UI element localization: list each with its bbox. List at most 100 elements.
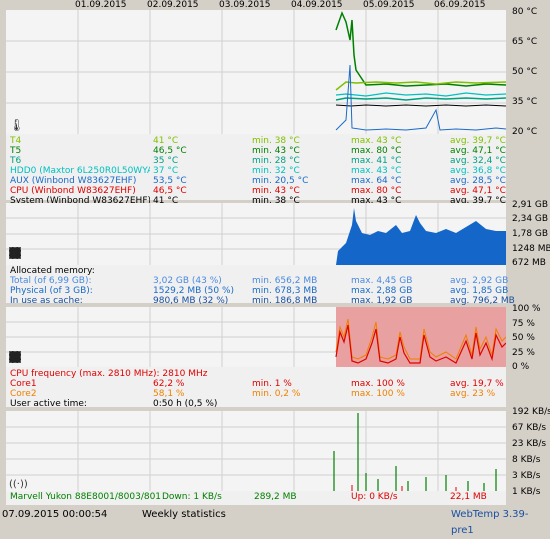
memory-panel: [6, 203, 506, 303]
user-active-value: 0:50 h (0,5 %): [153, 399, 218, 409]
sensor-min: min. 20,5 °C: [252, 176, 309, 186]
memory-avg: avg. 796,2 MB: [450, 296, 515, 306]
axis-tick-label: 192 KB/s: [512, 407, 550, 417]
sensor-current: 41 °C: [153, 196, 179, 206]
temperature-graph: [6, 10, 506, 134]
network-graph: [6, 411, 506, 491]
axis-tick-label: 0 %: [512, 362, 530, 372]
axis-tick-label: 672 MB: [512, 258, 546, 268]
sensor-min: min. 32 °C: [252, 166, 300, 176]
network-down-rate: Down: 1 KB/s: [162, 492, 222, 502]
sensor-avg: avg. 47,1 °C: [450, 146, 506, 156]
network-adapter-name: Marvell Yukon 88E8001/8003/801: [10, 492, 162, 502]
sensor-row: System (Winbond W83627EHF) 41 °C min. 38…: [10, 196, 550, 206]
network-legend: Marvell Yukon 88E8001/8003/801 Down: 1 K…: [10, 492, 550, 502]
sensor-max: max. 80 °C: [351, 186, 402, 196]
sensor-min: min. 43 °C: [252, 146, 300, 156]
sensor-current: 46,5 °C: [153, 146, 187, 156]
temperature-chart: [6, 10, 506, 134]
network-up-rate: Up: 0 KB/s: [351, 492, 398, 502]
memory-name: In use as cache:: [10, 296, 83, 306]
date-label: 06.09.2015: [434, 0, 486, 10]
memory-chart: [6, 203, 506, 265]
cpu-graph: [6, 307, 506, 367]
sensor-current: 41 °C: [153, 136, 179, 146]
axis-tick-label: 1 KB/s: [512, 487, 541, 497]
axis-tick-label: 80 °C: [512, 7, 538, 17]
sensor-avg: avg. 47,1 °C: [450, 186, 506, 196]
sensor-max: max. 41 °C: [351, 156, 402, 166]
temperature-axis: 80 °C 65 °C 50 °C 35 °C 20 °C: [508, 7, 550, 137]
sensor-name: CPU (Winbond W83627EHF): [10, 186, 136, 196]
user-active-label: User active time:: [10, 399, 87, 409]
core-max: max. 100 %: [351, 389, 405, 399]
temperature-panel: 🌡: [6, 10, 506, 200]
memory-min: min. 656,2 MB: [252, 276, 318, 286]
status-app-link[interactable]: WebTemp 3.39-pre1: [451, 509, 529, 536]
core-max: max. 100 %: [351, 379, 405, 389]
sensor-avg: avg. 39,7 °C: [450, 136, 506, 146]
status-mode: Weekly statistics: [142, 509, 226, 520]
date-label: 02.09.2015: [147, 0, 199, 10]
axis-tick-label: 65 °C: [512, 37, 538, 47]
date-label: 04.09.2015: [291, 0, 343, 10]
axis-tick-label: 50 %: [512, 333, 535, 343]
sensor-max: max. 43 °C: [351, 136, 402, 146]
sensor-current: 37 °C: [153, 166, 179, 176]
date-header: 01.09.2015 02.09.2015 03.09.2015 04.09.2…: [0, 0, 506, 10]
memory-min: min. 186,8 MB: [252, 296, 318, 306]
network-down-total: 289,2 MB: [254, 492, 297, 502]
axis-tick-label: 35 °C: [512, 97, 538, 107]
sensor-current: 46,5 °C: [153, 186, 187, 196]
network-axis: 192 KB/s 67 KB/s 23 KB/s 8 KB/s 3 KB/s 1…: [508, 407, 550, 497]
sensor-min: min. 28 °C: [252, 156, 300, 166]
network-chart: [6, 411, 506, 491]
sensor-row: AUX (Winbond W83627EHF) 53,5 °C min. 20,…: [10, 176, 550, 186]
status-datetime: 07.09.2015 00:00:54: [2, 509, 108, 520]
memory-heading: Allocated memory:: [10, 266, 95, 276]
date-label: 03.09.2015: [219, 0, 271, 10]
cpu-panel: [6, 307, 506, 407]
axis-tick-label: 3 KB/s: [512, 471, 541, 481]
axis-tick-label: 2,91 GB: [512, 200, 549, 210]
core-name: Core1: [10, 379, 37, 389]
axis-tick-label: 1,78 GB: [512, 229, 549, 239]
sensor-min: min. 38 °C: [252, 136, 300, 146]
axis-tick-label: 1248 MB: [512, 244, 550, 254]
core-avg: avg. 23 %: [450, 389, 496, 399]
thermometer-icon: 🌡: [9, 118, 25, 132]
memory-name: Total (of 6,99 GB):: [10, 276, 92, 286]
cpu-axis: 100 % 75 % 50 % 25 % 0 %: [508, 304, 550, 372]
memory-min: min. 678,3 MB: [252, 286, 318, 296]
sensor-name: AUX (Winbond W83627EHF): [10, 176, 137, 186]
axis-tick-label: 25 %: [512, 348, 535, 358]
cpu-chart: [6, 307, 506, 367]
memory-row: Physical (of 3 GB): 1529,2 MB (50 %) min…: [10, 286, 550, 296]
sensor-row: T6 35 °C min. 28 °C max. 41 °C avg. 32,4…: [10, 156, 550, 166]
memory-max: max. 2,88 GB: [351, 286, 413, 296]
core-current: 62,2 %: [153, 379, 185, 389]
cpu-frequency-heading: CPU frequency (max. 2810 MHz): 2810 MHz: [10, 369, 208, 379]
sensor-min: min. 38 °C: [252, 196, 300, 206]
axis-tick-label: 67 KB/s: [512, 423, 547, 433]
sensor-max: max. 64 °C: [351, 176, 402, 186]
memory-max: max. 1,92 GB: [351, 296, 413, 306]
status-bar: 07.09.2015 00:00:54 Weekly statistics We…: [0, 507, 550, 536]
memory-chip-icon: [9, 247, 21, 259]
sensor-row: T5 46,5 °C min. 43 °C max. 80 °C avg. 47…: [10, 146, 550, 156]
memory-axis: 2,91 GB 2,34 GB 1,78 GB 1248 MB 672 MB: [508, 200, 550, 268]
sensor-name: T6: [10, 156, 22, 166]
axis-tick-label: 50 °C: [512, 67, 538, 77]
core-min: min. 0,2 %: [252, 389, 301, 399]
sensor-avg: avg. 36,8 °C: [450, 166, 506, 176]
sensor-min: min. 43 °C: [252, 186, 300, 196]
axis-tick-label: 100 %: [512, 304, 541, 314]
memory-current: 1529,2 MB (50 %): [153, 286, 235, 296]
core-min: min. 1 %: [252, 379, 292, 389]
sensor-avg: avg. 32,4 °C: [450, 156, 506, 166]
memory-avg: avg. 1,85 GB: [450, 286, 509, 296]
memory-row: In use as cache: 980,6 MB (32 %) min. 18…: [10, 296, 550, 306]
memory-max: max. 4,45 GB: [351, 276, 413, 286]
memory-current: 3,02 GB (43 %): [153, 276, 222, 286]
sensor-row: CPU (Winbond W83627EHF) 46,5 °C min. 43 …: [10, 186, 550, 196]
